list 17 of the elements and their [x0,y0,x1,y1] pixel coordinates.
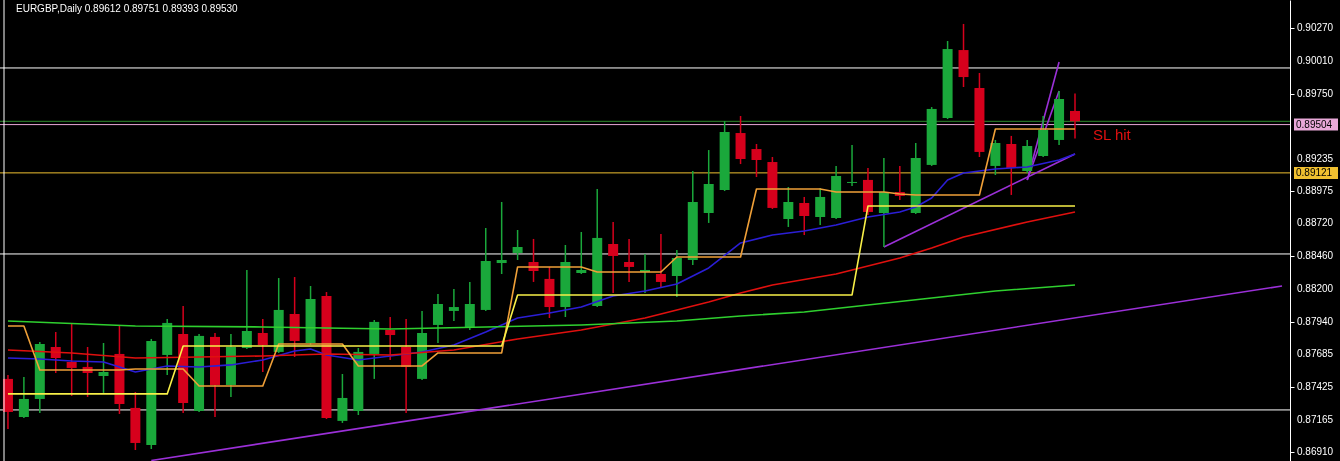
y-tick-label: 0.86910 [1297,445,1334,457]
annotation: SL hit [1092,126,1132,144]
y-tick-label: 0.88460 [1297,250,1334,262]
y-tick-label: 0.87425 [1297,380,1334,392]
ref-line-label: 0.89504 [1296,118,1333,130]
chart-title: EURGBP,Daily 0.89612 0.89751 0.89393 0.89530 [16,3,239,14]
y-tick-label: 0.89750 [1297,87,1334,99]
y-tick-label: 0.88200 [1297,283,1334,295]
y-tick-label: 0.88975 [1297,185,1334,197]
y-tick-label: 0.88720 [1297,217,1334,229]
y-tick-label: 0.87940 [1297,315,1334,327]
y-tick-label: 0.90270 [1297,21,1334,33]
ref-line-label: 0.89121 [1296,166,1333,178]
y-tick-label: 0.90010 [1297,54,1334,66]
y-tick-label: 0.87165 [1297,413,1334,425]
y-tick-label: 0.89235 [1297,152,1334,164]
y-tick-label: 0.87685 [1297,347,1334,359]
